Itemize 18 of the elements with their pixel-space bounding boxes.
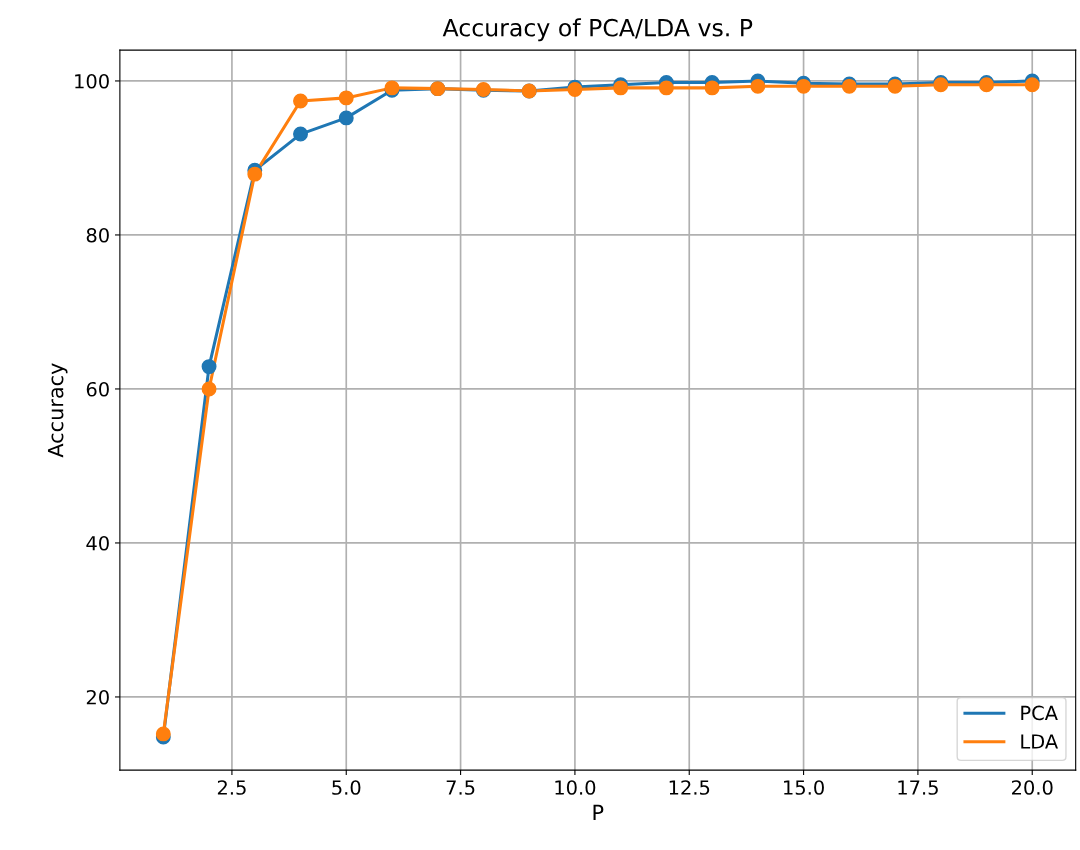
y-axis-title: Accuracy bbox=[47, 363, 68, 458]
x-tick-label: 2.5 bbox=[217, 780, 246, 795]
y-tick-label: 60 bbox=[86, 381, 109, 397]
x-tick-label: 7.5 bbox=[446, 780, 475, 795]
x-tick-label: 20.0 bbox=[1012, 780, 1053, 795]
x-tick-label: 5.0 bbox=[332, 780, 361, 795]
y-tick-label: 100 bbox=[75, 73, 109, 89]
legend-label: LDA bbox=[1021, 734, 1059, 749]
x-axis-title: P bbox=[593, 804, 604, 821]
x-tick-label: 15.0 bbox=[784, 780, 824, 795]
y-tick-label: 20 bbox=[86, 689, 109, 705]
y-tick-label: 80 bbox=[86, 227, 109, 243]
x-tick-label: 10.0 bbox=[555, 780, 596, 795]
legend-label: PCA bbox=[1021, 705, 1058, 721]
y-tick-label: 40 bbox=[86, 535, 109, 551]
x-tick-label: 12.5 bbox=[669, 780, 710, 795]
x-tick-label: 17.5 bbox=[898, 780, 938, 795]
chart-title: Accuracy of PCA/LDA vs. P bbox=[442, 18, 753, 42]
